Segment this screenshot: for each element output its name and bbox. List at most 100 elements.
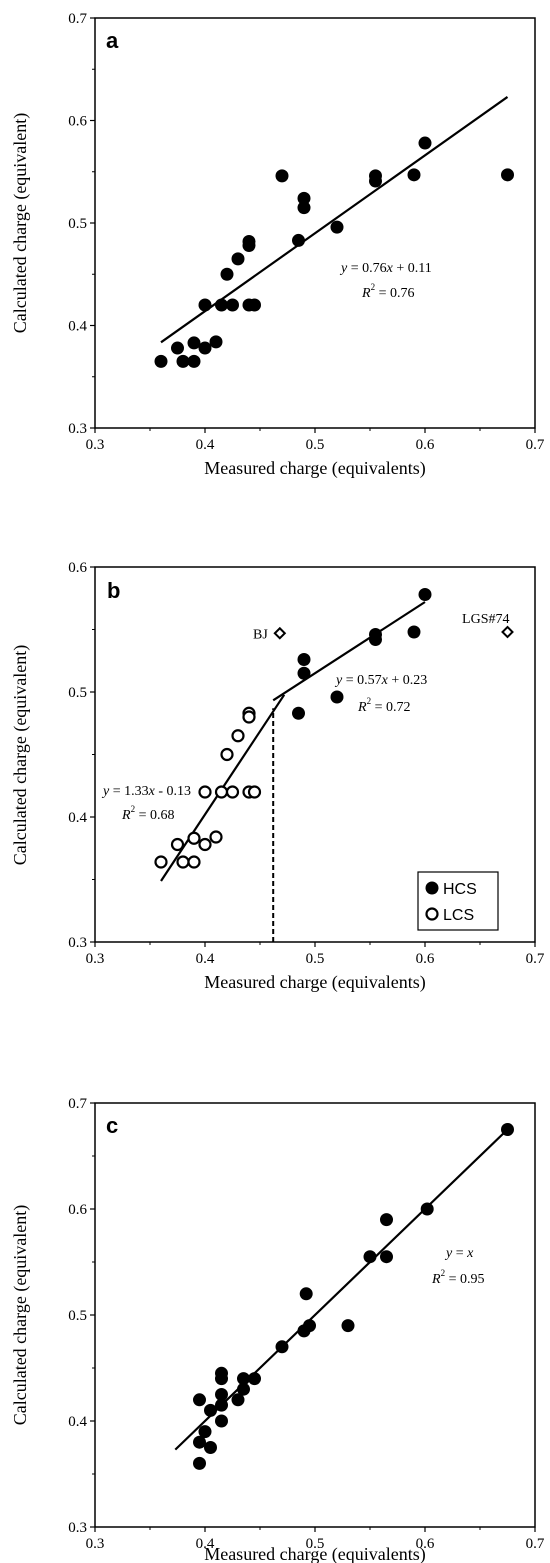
x-tick-label: 0.3 bbox=[86, 951, 105, 967]
r2-label: R bbox=[357, 700, 367, 715]
legend-hcs-marker bbox=[425, 881, 439, 895]
data-point bbox=[198, 1425, 212, 1439]
data-point bbox=[248, 298, 261, 312]
y-axis-label-a: Calculated charge (equivalent) bbox=[10, 113, 31, 334]
panel-letter-b: b bbox=[107, 578, 120, 603]
x-tick-label: 0.5 bbox=[306, 437, 325, 453]
data-point bbox=[341, 1319, 355, 1333]
x-tick-label: 0.7 bbox=[526, 1536, 545, 1552]
y-tick-label: 0.4 bbox=[68, 810, 87, 826]
data-point bbox=[297, 653, 311, 666]
x-tick-label: 0.4 bbox=[196, 1536, 215, 1552]
data-point bbox=[380, 1250, 393, 1264]
data-point bbox=[369, 633, 382, 646]
data-point bbox=[204, 1403, 217, 1417]
equation-c: y = x bbox=[444, 1246, 474, 1261]
r2-value: = 0.72 bbox=[371, 700, 410, 715]
data-point bbox=[242, 239, 256, 253]
fit-line bbox=[174, 1128, 509, 1451]
data-point-open bbox=[214, 785, 229, 799]
y-tick-label: 0.5 bbox=[68, 216, 87, 232]
axis-ticks-a: 0.3 0.4 0.5 0.6 0.7 0.3 0.4 0.5 0.6 0.7 bbox=[68, 11, 545, 453]
y-axis-label-c: Calculated charge (equivalent) bbox=[10, 1205, 31, 1426]
panel-letter-a: a bbox=[106, 28, 119, 53]
data-point-open bbox=[247, 785, 262, 799]
data-point-open bbox=[220, 747, 234, 762]
data-point bbox=[171, 341, 184, 355]
y-tick-label: 0.3 bbox=[68, 421, 87, 437]
eq-x: x bbox=[381, 673, 389, 688]
eq-x: x bbox=[466, 1246, 474, 1261]
eq-tail: + 0.11 bbox=[393, 261, 432, 276]
eq-rest: = 0.76 bbox=[347, 261, 386, 276]
fit-lines-b bbox=[160, 601, 426, 942]
y-tick-label: 0.4 bbox=[68, 1414, 87, 1430]
fit-line bbox=[160, 96, 509, 344]
panel-b: b 0.3 0.4 0.5 0.6 0.7 0.3 0.4 0.5 0.6 BJ LGS#74 M… bbox=[10, 560, 545, 993]
data-point bbox=[407, 625, 421, 639]
data-point bbox=[501, 1123, 514, 1136]
points-b bbox=[154, 588, 514, 869]
y-tick-label: 0.6 bbox=[68, 560, 87, 576]
data-point bbox=[297, 201, 311, 215]
data-point bbox=[248, 1372, 261, 1386]
data-point bbox=[420, 1202, 434, 1216]
data-point bbox=[363, 1250, 377, 1264]
data-point-open bbox=[198, 837, 212, 852]
eq-x: x bbox=[148, 784, 156, 799]
data-point bbox=[297, 666, 311, 680]
eq-rest: = 1.33 bbox=[109, 784, 148, 799]
data-point bbox=[198, 341, 212, 355]
y-tick-label: 0.7 bbox=[68, 11, 87, 27]
x-tick-label: 0.4 bbox=[196, 951, 215, 967]
data-point bbox=[193, 1393, 206, 1407]
data-point bbox=[226, 298, 239, 312]
data-point bbox=[380, 1213, 393, 1227]
eq-rest: = 0.57 bbox=[342, 673, 381, 688]
r2-value: = 0.68 bbox=[135, 808, 174, 823]
data-point-open bbox=[225, 785, 240, 799]
x-tick-label: 0.6 bbox=[416, 951, 435, 967]
r2-label: R bbox=[121, 808, 131, 823]
eq-x: x bbox=[386, 261, 394, 276]
y-tick-label: 0.3 bbox=[68, 1520, 87, 1536]
fit-lines-a bbox=[160, 96, 509, 344]
panel-letter-c: c bbox=[106, 1113, 118, 1138]
x-tick-label: 0.6 bbox=[416, 1536, 435, 1552]
data-point bbox=[154, 354, 168, 368]
data-point bbox=[237, 1372, 250, 1386]
data-point bbox=[193, 1435, 206, 1449]
x-tick-label: 0.4 bbox=[196, 437, 215, 453]
r2-label: R bbox=[431, 1272, 441, 1287]
data-point bbox=[193, 1456, 206, 1470]
data-point bbox=[407, 168, 421, 182]
axis-ticks-b: 0.3 0.4 0.5 0.6 0.7 0.3 0.4 0.5 0.6 bbox=[68, 560, 545, 967]
r-squared-b-hcs: R2 = 0.72 bbox=[357, 696, 410, 715]
data-point-open bbox=[176, 855, 190, 869]
x-tick-label: 0.5 bbox=[306, 951, 325, 967]
data-point-open bbox=[242, 710, 256, 724]
r-squared-c: R2 = 0.95 bbox=[431, 1268, 484, 1287]
legend-lcs-label: LCS bbox=[443, 907, 474, 924]
data-point bbox=[231, 252, 245, 266]
panel-c: c 0.3 0.4 0.5 0.6 0.7 0.3 0.4 0.5 0.6 0.7 Measure… bbox=[10, 1096, 545, 1563]
fit-lines-c bbox=[174, 1128, 509, 1451]
equation-b-lcs: y = 1.33x - 0.13 bbox=[101, 784, 191, 799]
eq-y: y bbox=[339, 261, 348, 276]
data-point bbox=[330, 220, 344, 234]
data-point bbox=[418, 588, 432, 601]
data-point bbox=[292, 233, 305, 247]
point-labels-b: BJ LGS#74 bbox=[253, 612, 509, 642]
x-tick-label: 0.6 bbox=[416, 437, 435, 453]
y-tick-label: 0.3 bbox=[68, 935, 87, 951]
point-label: LGS#74 bbox=[462, 612, 509, 627]
data-point bbox=[187, 354, 201, 368]
data-point-open bbox=[187, 831, 201, 845]
legend-hcs-label: HCS bbox=[443, 881, 477, 898]
x-tick-label: 0.5 bbox=[306, 1536, 325, 1552]
eq-tail: - 0.13 bbox=[155, 784, 191, 799]
data-point-diamond bbox=[501, 625, 514, 639]
eq-y: y bbox=[101, 784, 110, 799]
data-point bbox=[215, 1414, 228, 1428]
